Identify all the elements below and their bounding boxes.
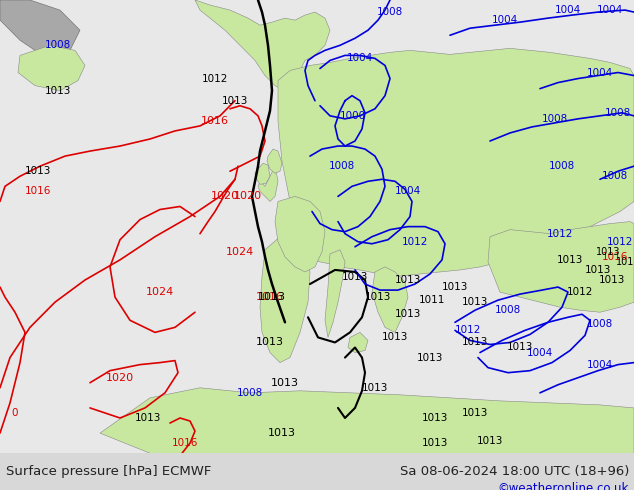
Text: 1020: 1020 [211,192,239,201]
Polygon shape [372,267,408,332]
Text: 1013: 1013 [268,428,296,438]
Text: 1008: 1008 [329,161,355,171]
Text: 1008: 1008 [45,40,71,50]
Text: 1016: 1016 [172,438,198,448]
Text: Sa 08-06-2024 18:00 UTC (18+96): Sa 08-06-2024 18:00 UTC (18+96) [399,465,629,478]
Text: 1013: 1013 [507,343,533,352]
Text: 1013: 1013 [462,408,488,418]
Text: 1013: 1013 [271,378,299,388]
Text: 1024: 1024 [226,247,254,257]
Text: 1016: 1016 [602,252,628,262]
Polygon shape [18,46,85,91]
Polygon shape [275,196,325,272]
Text: 1013: 1013 [45,86,71,96]
Text: 1013: 1013 [417,353,443,363]
Text: 1008: 1008 [542,114,568,124]
Text: 1004: 1004 [395,186,421,196]
Text: 1020: 1020 [106,373,134,383]
Polygon shape [260,237,310,363]
Text: 1013: 1013 [598,275,625,285]
Polygon shape [0,0,80,60]
Text: 1008: 1008 [605,108,631,118]
Text: 1004: 1004 [587,68,613,77]
Text: 1012: 1012 [567,287,593,297]
Text: 1004: 1004 [555,5,581,15]
Text: 1016: 1016 [201,116,229,126]
Text: ©weatheronline.co.uk: ©weatheronline.co.uk [498,482,629,490]
Text: 1012: 1012 [455,325,481,335]
Polygon shape [100,388,634,453]
Text: 1008: 1008 [495,305,521,315]
Text: 1004: 1004 [492,15,518,25]
Text: 1004: 1004 [527,347,553,358]
Text: 1013: 1013 [462,297,488,307]
Text: 1013: 1013 [135,413,161,423]
Text: 1024: 1024 [146,287,174,297]
Text: 1013: 1013 [462,338,488,347]
Text: 1016: 1016 [25,186,51,196]
Text: 1013: 1013 [616,257,634,267]
Text: 1013: 1013 [222,96,248,106]
Text: 1013: 1013 [422,438,448,448]
Text: 1008: 1008 [549,161,575,171]
Text: 1012: 1012 [202,74,228,84]
Text: 1020: 1020 [234,192,262,201]
Text: 1013: 1013 [256,338,284,347]
Polygon shape [325,250,345,338]
Text: 1011: 1011 [419,295,445,305]
Text: 0: 0 [12,408,18,418]
Text: 1004: 1004 [587,360,613,369]
Polygon shape [258,166,278,201]
Text: 1012: 1012 [607,237,633,247]
Text: 1013: 1013 [25,166,51,176]
Text: 1013: 1013 [442,282,468,292]
Text: 1013: 1013 [365,292,391,302]
Text: 1013: 1013 [382,332,408,343]
Polygon shape [195,0,330,91]
Text: 1008: 1008 [237,388,263,398]
Text: Surface pressure [hPa] ECMWF: Surface pressure [hPa] ECMWF [6,465,211,478]
Text: 1004: 1004 [347,53,373,63]
Text: 1013: 1013 [477,436,503,446]
Text: 1004: 1004 [597,5,623,15]
Text: 1008: 1008 [602,172,628,181]
Polygon shape [278,49,634,276]
Text: 1013: 1013 [557,255,583,265]
Text: 1013: 1013 [362,383,388,393]
Text: 1013: 1013 [395,309,421,319]
Text: 1013: 1013 [258,292,286,302]
Text: 1016: 1016 [256,292,284,302]
Text: 1008: 1008 [377,7,403,17]
Text: 1012: 1012 [547,229,573,239]
Text: 1013: 1013 [342,272,368,282]
Text: 1013: 1013 [395,275,421,285]
Polygon shape [255,163,270,184]
Text: 1000: 1000 [340,111,366,121]
Polygon shape [267,149,282,173]
Text: 1013: 1013 [596,247,620,257]
Polygon shape [488,221,634,312]
Text: 1013: 1013 [422,413,448,423]
Polygon shape [348,332,368,352]
Text: 1008: 1008 [587,319,613,329]
Text: 1012: 1012 [402,237,428,247]
Text: 1013: 1013 [585,265,611,275]
